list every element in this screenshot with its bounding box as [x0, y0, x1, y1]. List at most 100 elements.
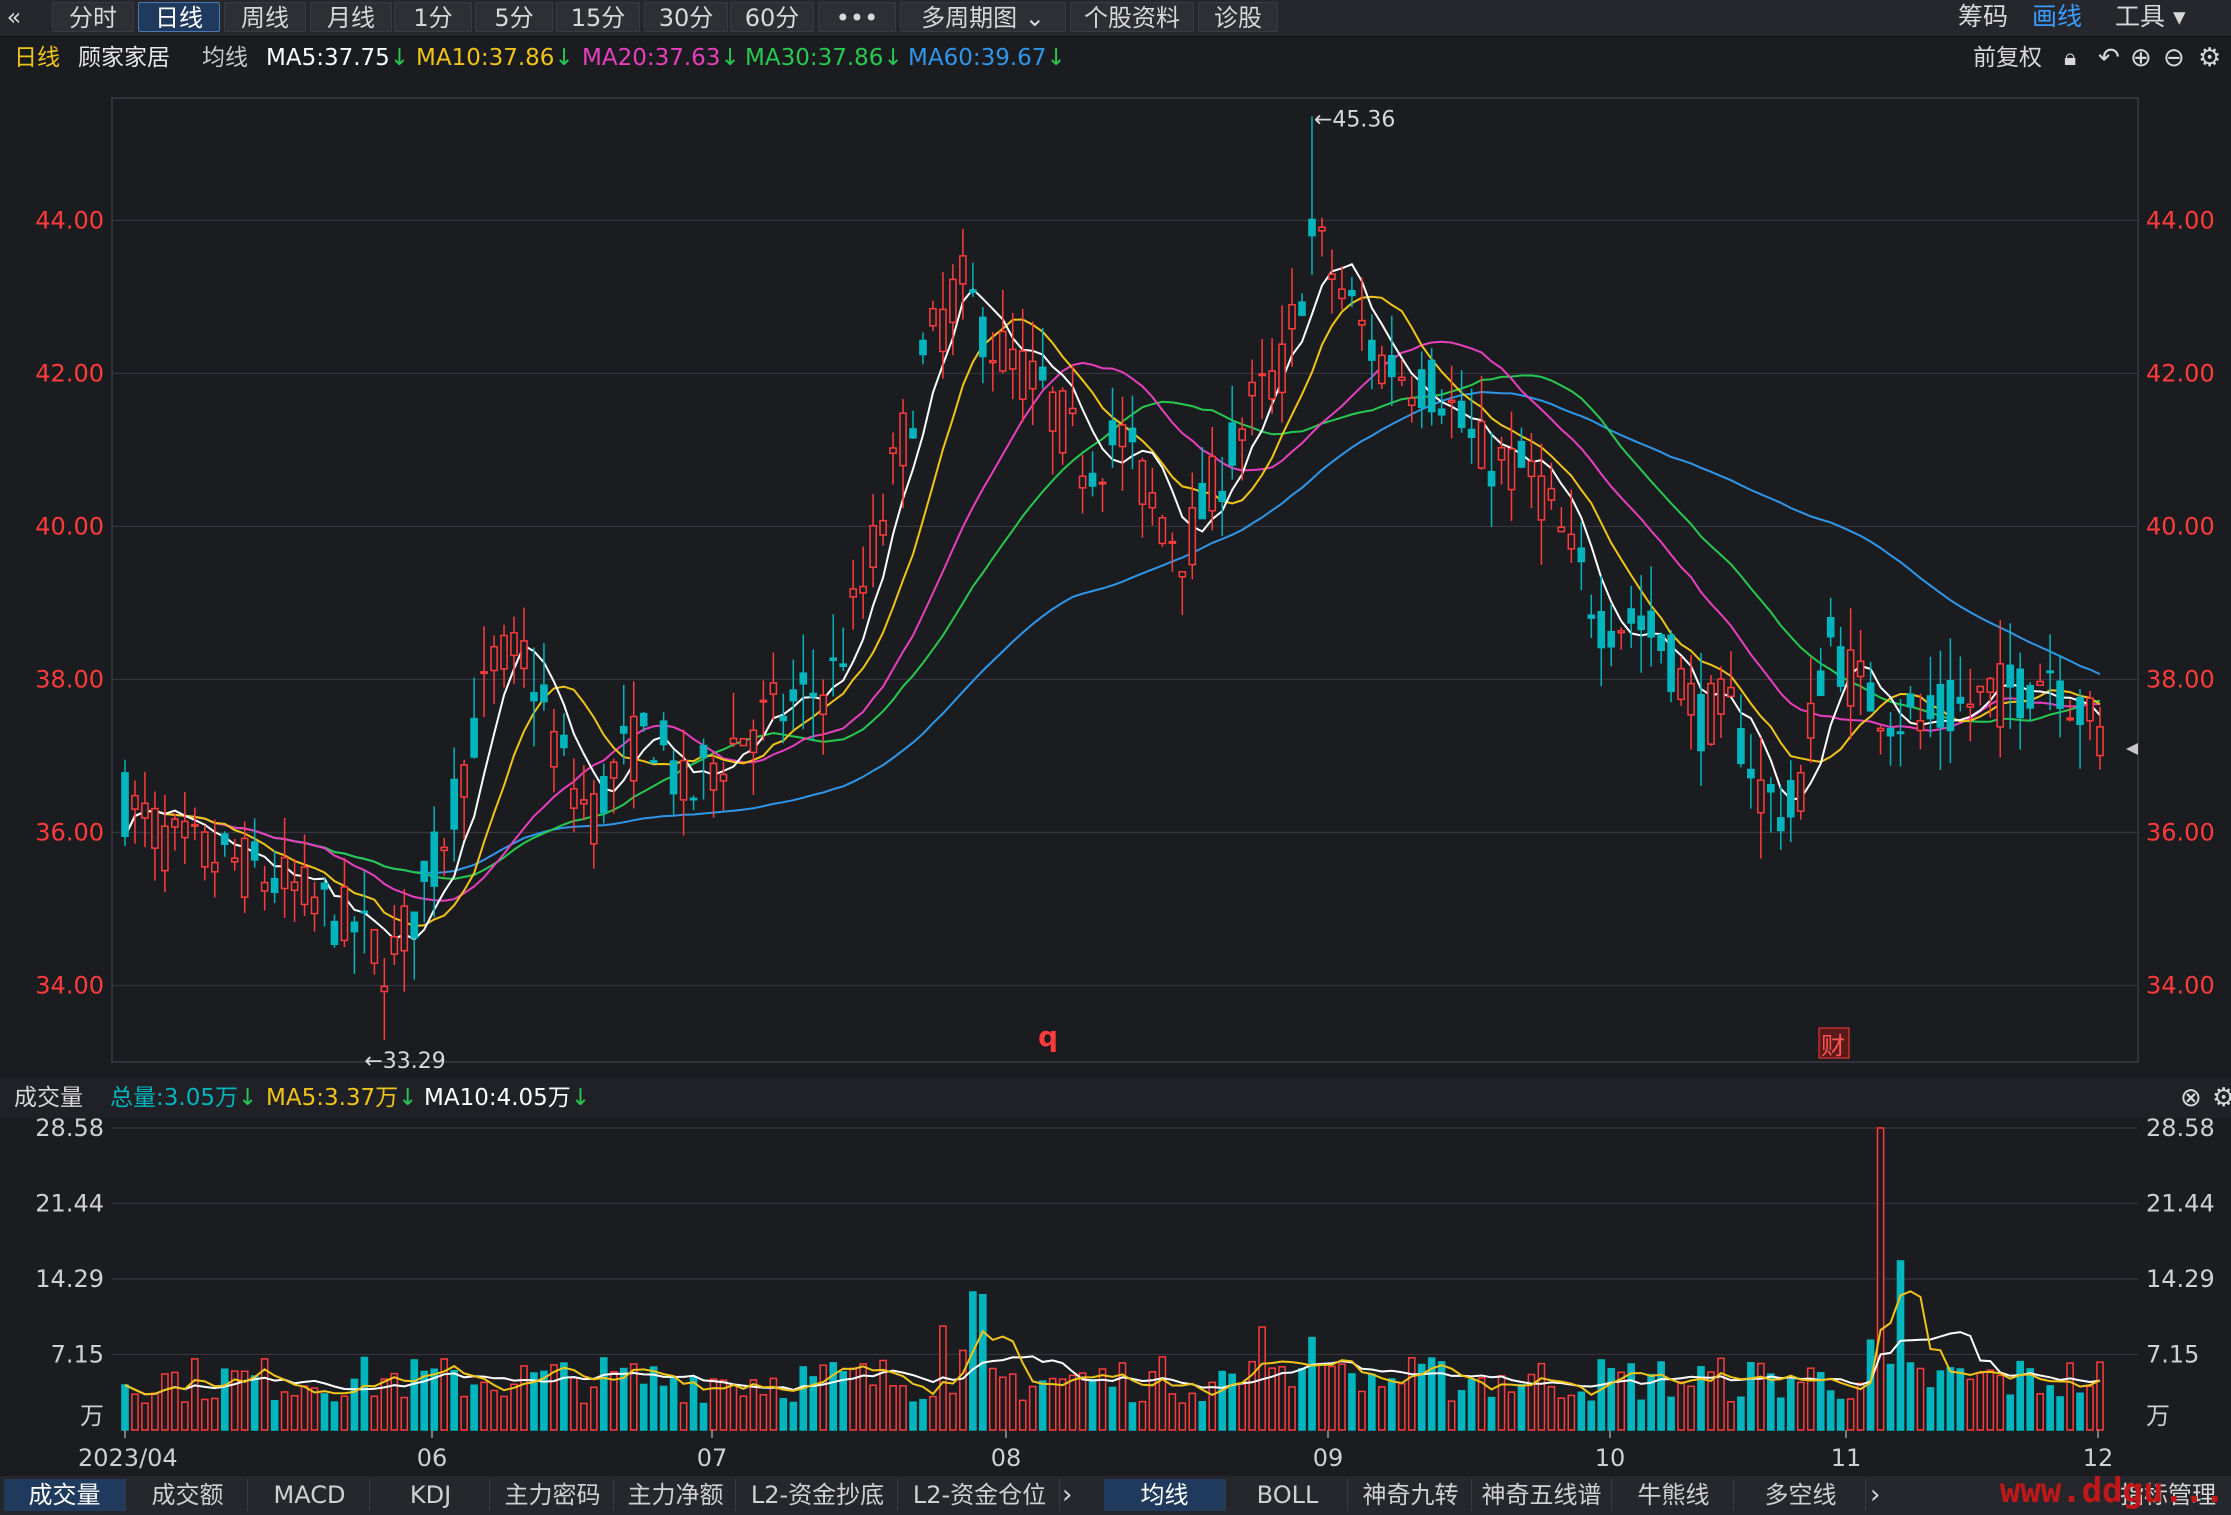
candle-body [749, 729, 758, 754]
volume-bar [2036, 1392, 2044, 1431]
volume-bar [2096, 1361, 2104, 1431]
volume-bar [1916, 1367, 1925, 1431]
volume-bar [2046, 1385, 2054, 1431]
volume-grid [112, 1127, 2138, 1356]
toolbar-tab-11[interactable]: 个股资料 [1070, 2, 1194, 32]
candle-body [220, 833, 229, 846]
toolbar-tab-9[interactable]: ••• [818, 2, 896, 32]
zoom-out-icon[interactable]: ⊖ [2163, 43, 2185, 73]
candle-body [280, 856, 289, 890]
price-tick-right: 42.00 [2146, 359, 2215, 387]
volume-bar [649, 1366, 658, 1431]
date-tick-label: 12 [2083, 1444, 2114, 1472]
candle-body [1258, 373, 1266, 377]
volume-bar [230, 1370, 239, 1431]
stock-name[interactable]: 顾家家居 [78, 45, 170, 71]
toolbar-tab-6[interactable]: 15分 [556, 2, 640, 32]
overlay-tab-4[interactable]: 牛熊线 [1614, 1479, 1734, 1511]
toolbar-tab-7[interactable]: 30分 [644, 2, 728, 32]
scroll-right-icon[interactable]: › [1870, 1480, 1881, 1510]
indicator-tab-3[interactable]: KDJ [372, 1479, 490, 1511]
candle-body [1577, 547, 1586, 563]
price-tick-left: 42.00 [35, 359, 104, 387]
toolbar-tab-10[interactable]: 多周期图 ⌄ [900, 2, 1066, 32]
volume-tick-left: 28.58 [35, 1118, 104, 1142]
back-button[interactable]: « [0, 2, 28, 32]
volume-bar [1068, 1374, 1077, 1431]
indicator-manage-button[interactable]: 指标管理 [2120, 1481, 2216, 1509]
toolbar-tab-4[interactable]: 1分 [394, 2, 472, 32]
scroll-right-icon[interactable]: › [1062, 1480, 1073, 1510]
candle-body [1497, 447, 1506, 461]
candle-body [659, 720, 668, 746]
candle-body [2016, 668, 2025, 719]
volume-chart-panel[interactable]: 28.58 28.58 21.44 21.44 14.29 14.29 7.15 7.15 万 万… [0, 1118, 2231, 1476]
candle-body [959, 255, 967, 285]
close-panel-icon[interactable]: ⊗ [2180, 1083, 2202, 1113]
lock-icon[interactable]: 🔒︎ [2064, 45, 2077, 71]
volume-bar [799, 1366, 808, 1431]
toolbar-tab-8[interactable]: 60分 [730, 2, 814, 32]
volume-tick-left: 7.15 [51, 1340, 104, 1368]
watermark: www.ddgu... [1999, 1471, 2225, 1511]
adjust-mode-button[interactable]: 前复权 [1973, 45, 2042, 71]
indicator-tab-5[interactable]: 主力净额 [616, 1479, 736, 1511]
toolbar-tab-12[interactable]: 诊股 [1198, 2, 1278, 32]
toolbar-tab-0[interactable]: 分时 [52, 2, 134, 32]
candle-body [789, 689, 798, 702]
volume-bar [270, 1400, 279, 1431]
candle-body [2066, 717, 2074, 721]
volume-bar [280, 1391, 289, 1431]
indicator-tab-1[interactable]: 成交额 [128, 1479, 248, 1511]
candle-body [1517, 440, 1526, 468]
candle-body [1667, 634, 1675, 692]
volume-bar [560, 1362, 568, 1431]
overlay-tab-1[interactable]: BOLL [1228, 1479, 1348, 1511]
price-chart-panel[interactable]: 44.00 44.00 42.00 42.00 40.00 40.00 38.00 38.00… [0, 78, 2231, 1078]
draw-line-button[interactable]: 画线 [2032, 2, 2083, 31]
candle-body [1637, 615, 1645, 631]
indicator-tab-7[interactable]: L2-资金仓位 [900, 1479, 1060, 1511]
volume-bar [1627, 1363, 1636, 1431]
overlay-tab-0[interactable]: 均线 [1104, 1479, 1226, 1511]
volume-bar [570, 1377, 578, 1431]
toolbar-tab-5[interactable]: 5分 [475, 2, 553, 32]
volume-bar [380, 1378, 389, 1431]
candle-body [869, 525, 877, 569]
overlay-tab-3[interactable]: 神奇五线谱 [1472, 1479, 1612, 1511]
volume-bar [1437, 1361, 1446, 1431]
tools-menu[interactable]: 工具 ▾ [2115, 2, 2186, 31]
chips-button[interactable]: 筹码 [1958, 2, 2009, 31]
candle-body [859, 585, 867, 594]
indicator-tab-0[interactable]: 成交量 [4, 1479, 126, 1511]
undo-icon[interactable]: ↶ [2098, 43, 2120, 73]
volume-bar [839, 1371, 848, 1431]
candle-body [988, 359, 997, 364]
indicator-tab-4[interactable]: 主力密码 [492, 1479, 614, 1511]
volume-bar [1178, 1402, 1187, 1431]
zoom-in-icon[interactable]: ⊕ [2130, 43, 2152, 73]
low-annotation: ←33.29 [364, 1049, 445, 1074]
overlay-tab-2[interactable]: 神奇九转 [1350, 1479, 1472, 1511]
candle-body [1876, 727, 1885, 732]
volume-bar [1268, 1367, 1276, 1431]
toolbar-tab-3[interactable]: 月线 [310, 2, 392, 32]
ma30-value: MA30:37.86↓ [745, 38, 903, 78]
candle-body [669, 760, 678, 795]
volume-tick-left: 万 [80, 1402, 104, 1430]
indicator-tab-2[interactable]: MACD [250, 1479, 370, 1511]
indicator-tab-6[interactable]: L2-资金抄底 [738, 1479, 898, 1511]
settings-icon[interactable]: ⚙ [2212, 1083, 2231, 1113]
settings-icon[interactable]: ⚙ [2198, 43, 2222, 73]
overlay-tab-5[interactable]: 多空线 [1736, 1479, 1866, 1511]
toolbar-tab-2[interactable]: 周线 [224, 2, 306, 32]
candle-body [390, 936, 399, 955]
toolbar-tab-1[interactable]: 日线 [138, 2, 220, 32]
volume-bar [1707, 1371, 1715, 1431]
volume-bar [171, 1371, 179, 1431]
ma-label[interactable]: 均线 [202, 45, 248, 71]
candle-body [1906, 693, 1915, 708]
candle-body [1587, 614, 1596, 619]
volume-title[interactable]: 成交量 [14, 1085, 83, 1111]
volume-bar [2056, 1396, 2064, 1431]
